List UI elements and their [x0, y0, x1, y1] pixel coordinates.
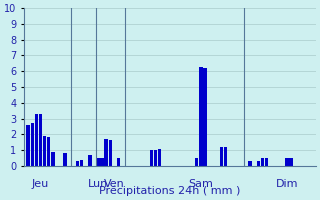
Bar [51, 152, 55, 166]
Bar [195, 158, 198, 166]
Bar [76, 161, 79, 166]
Bar [248, 161, 252, 166]
Text: Dim: Dim [276, 179, 298, 189]
Bar [220, 147, 223, 166]
Bar [80, 160, 83, 166]
Bar [150, 150, 153, 166]
Bar [43, 136, 46, 166]
Bar [35, 114, 38, 166]
Bar [257, 161, 260, 166]
Bar [261, 158, 264, 166]
Bar [108, 140, 112, 166]
Text: Lun: Lun [88, 179, 108, 189]
Bar [224, 147, 227, 166]
Bar [27, 125, 30, 166]
Bar [96, 158, 100, 166]
Bar [30, 123, 34, 166]
Text: Jeu: Jeu [32, 179, 49, 189]
Bar [199, 67, 203, 166]
Bar [39, 114, 42, 166]
Text: Ven: Ven [104, 179, 125, 189]
Bar [154, 150, 157, 166]
Bar [63, 153, 67, 166]
Bar [100, 158, 104, 166]
Bar [203, 68, 207, 166]
Bar [285, 158, 289, 166]
Bar [158, 149, 161, 166]
Bar [289, 158, 293, 166]
Bar [105, 139, 108, 166]
Bar [88, 155, 92, 166]
Bar [117, 158, 120, 166]
Text: Sam: Sam [188, 179, 213, 189]
Bar [265, 158, 268, 166]
X-axis label: Précipitations 24h ( mm ): Précipitations 24h ( mm ) [99, 185, 241, 196]
Bar [47, 137, 51, 166]
